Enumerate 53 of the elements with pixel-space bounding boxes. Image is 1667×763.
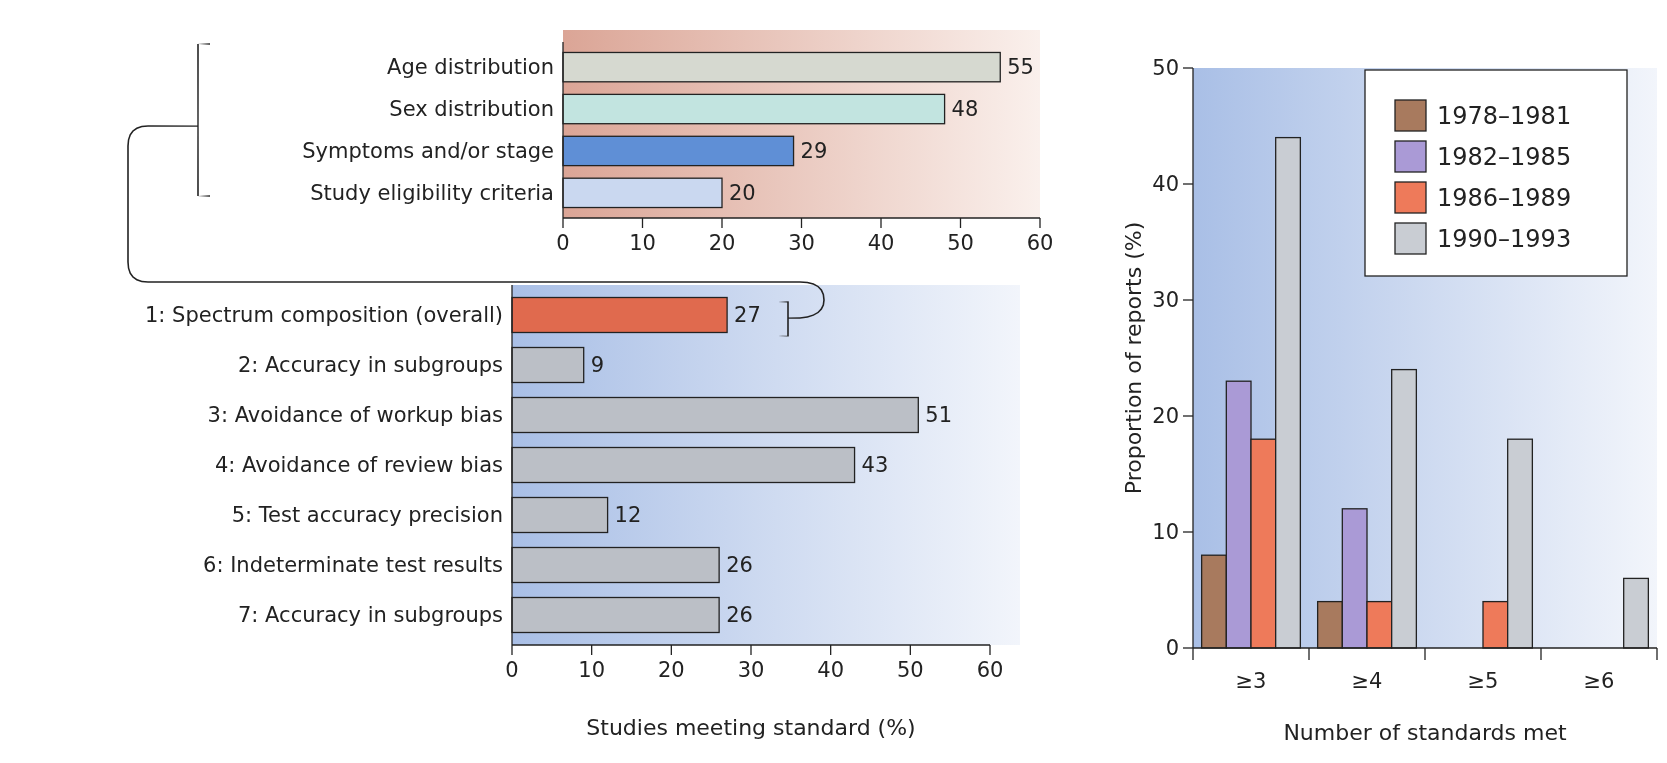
- y-tick-label: 3: Avoidance of workup bias: [207, 403, 503, 428]
- y-tick-label: 2: Accuracy in subgroups: [238, 353, 503, 378]
- x-tick-label: ≥5: [1467, 669, 1499, 693]
- x-tick-label: 60: [1026, 231, 1054, 255]
- y-tick-label: 1: Spectrum composition (overall): [144, 303, 503, 328]
- y-tick-label: 30: [1152, 288, 1179, 313]
- x-tick-label: 60: [976, 658, 1004, 682]
- x-tick-label: 0: [505, 658, 519, 682]
- x-tick-label: ≥3: [1235, 669, 1267, 693]
- y-tick-label: 40: [1152, 172, 1179, 197]
- y-tick-label: 20: [1152, 404, 1179, 429]
- x-tick-label: 10: [629, 231, 656, 255]
- x-tick-label: ≥6: [1583, 669, 1615, 693]
- legend-label: 1982–1985: [1437, 143, 1572, 172]
- data-label: 55: [1007, 55, 1034, 80]
- x-tick-label: 50: [896, 658, 924, 682]
- y-tick-label: Symptoms and/or stage: [302, 139, 554, 164]
- data-label: 26: [726, 553, 753, 578]
- y-tick-label: 4: Avoidance of review bias: [214, 453, 503, 478]
- x-tick-label: 40: [817, 658, 845, 682]
- data-label: 27: [734, 303, 761, 328]
- data-label: 12: [614, 503, 642, 528]
- x-axis-title: Studies meeting standard (%): [586, 715, 916, 740]
- legend-label: 1978–1981: [1437, 102, 1572, 131]
- data-label: 51: [925, 403, 953, 428]
- x-tick-label: 30: [788, 231, 815, 255]
- x-tick-label: 30: [737, 658, 765, 682]
- y-tick-label: 10: [1152, 520, 1179, 545]
- y-tick-label: 50: [1152, 56, 1179, 81]
- y-tick-label: Age distribution: [387, 55, 554, 80]
- x-tick-label: 40: [867, 231, 895, 255]
- y-tick-label: 5: Test accuracy precision: [231, 503, 503, 528]
- legend-label: 1990–1993: [1437, 225, 1572, 254]
- x-tick-label: 0: [556, 231, 570, 255]
- data-label: 29: [800, 139, 828, 164]
- y-tick-label: Study eligibility criteria: [310, 181, 554, 206]
- y-tick-label: 6: Indeterminate test results: [203, 553, 503, 578]
- data-label: 48: [951, 97, 979, 122]
- x-tick-label: 20: [708, 231, 736, 255]
- y-tick-label: 0: [1165, 636, 1179, 661]
- data-label: 43: [861, 453, 889, 478]
- data-label: 9: [590, 353, 605, 378]
- legend-label: 1986–1989: [1437, 184, 1572, 213]
- x-tick-label: 10: [578, 658, 606, 682]
- x-tick-label: 50: [947, 231, 974, 255]
- x-tick-label: 20: [657, 658, 685, 682]
- y-axis-title: Proportion of reports (%): [1121, 221, 1146, 495]
- x-tick-label: ≥4: [1351, 669, 1383, 693]
- x-axis-title: Number of standards met: [1283, 720, 1567, 745]
- y-tick-label: 7: Accuracy in subgroups: [238, 603, 503, 628]
- data-label: 26: [726, 603, 753, 628]
- y-tick-label: Sex distribution: [389, 97, 554, 122]
- data-label: 20: [729, 181, 756, 206]
